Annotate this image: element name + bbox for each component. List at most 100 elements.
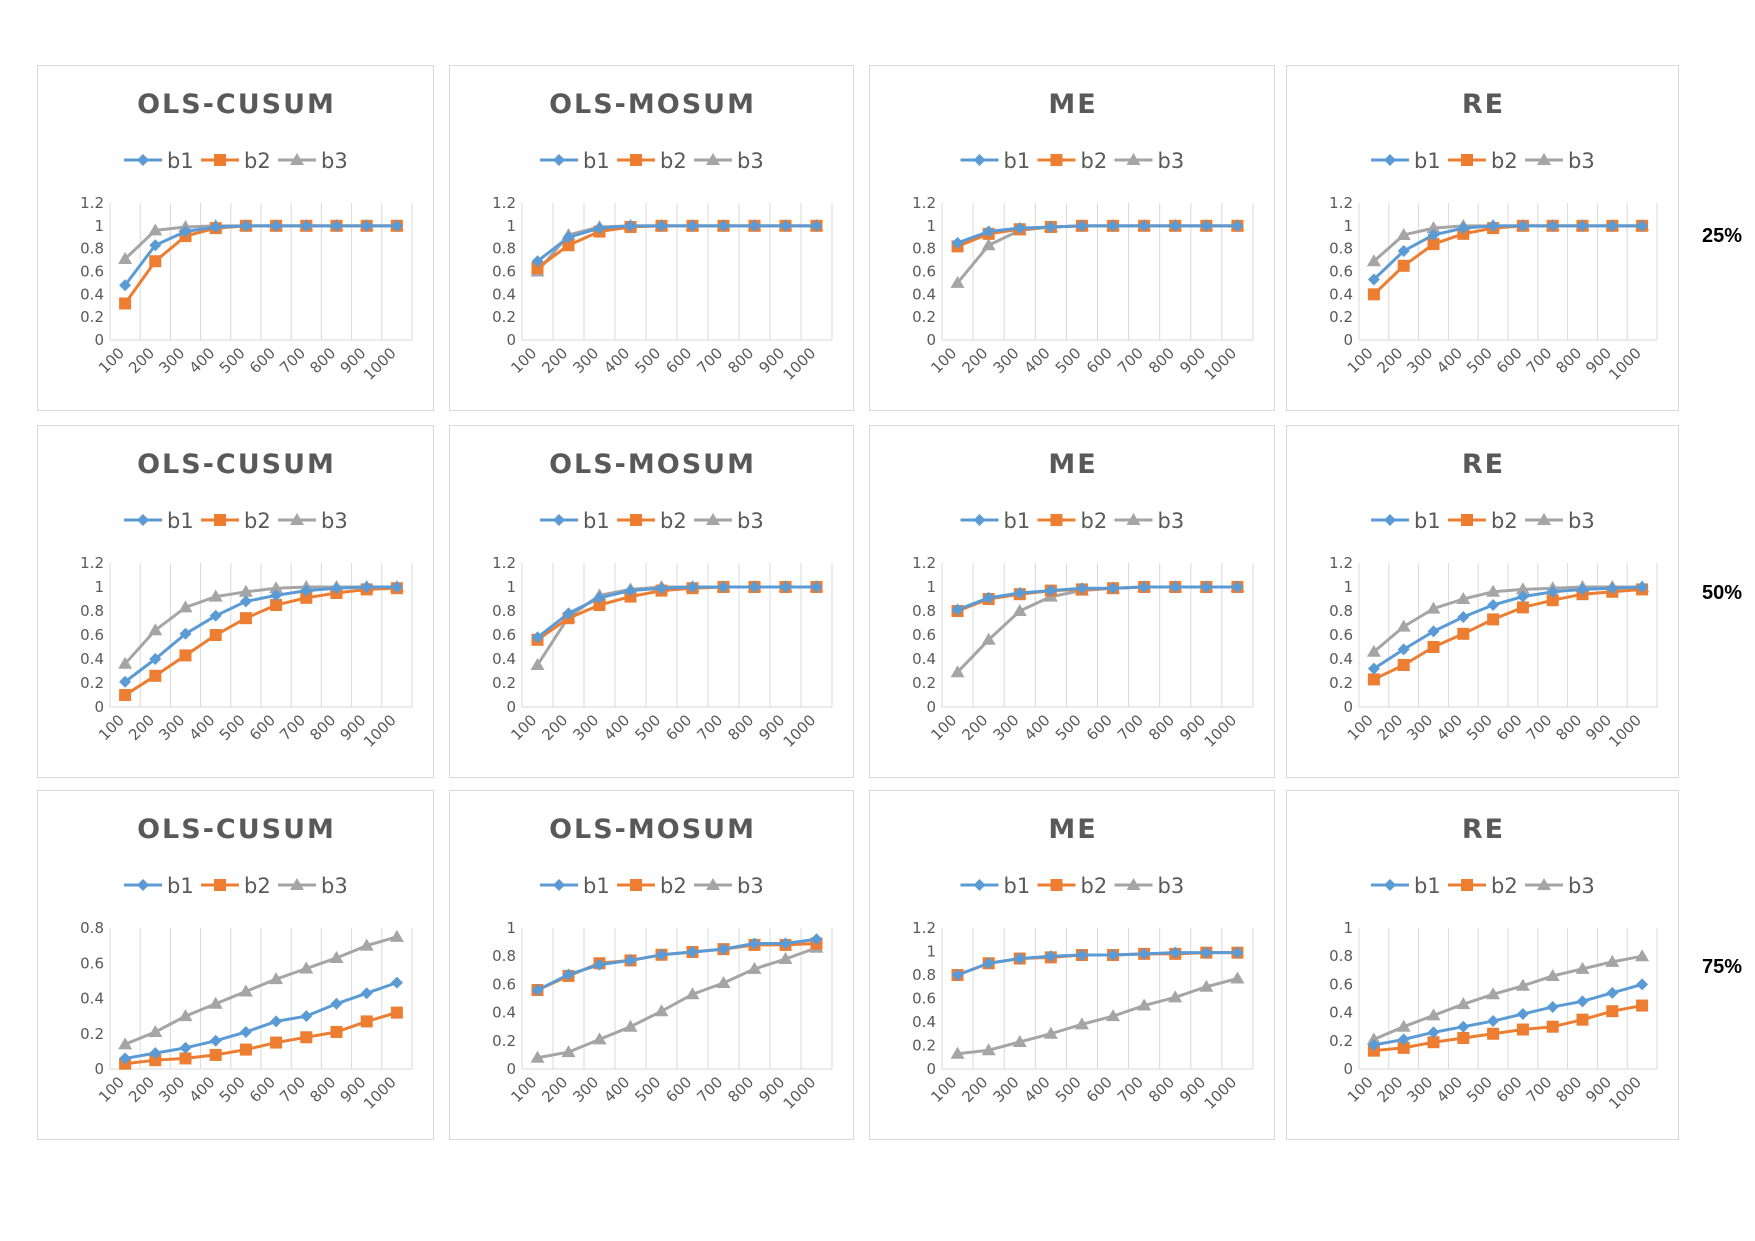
y-tick-label: 0.6 [912, 990, 936, 1008]
data-point-b1 [810, 581, 823, 593]
y-tick-label: 0 [506, 698, 516, 716]
series-b3 [118, 929, 404, 1050]
data-point-b3 [1043, 1026, 1058, 1039]
legend-marker-b1 [137, 879, 149, 891]
data-point-b1 [1013, 222, 1026, 235]
series-line-b1 [124, 585, 397, 683]
data-point-b3 [530, 1050, 545, 1063]
series-line-b1 [124, 981, 398, 1060]
y-tick-label: 0.8 [80, 240, 104, 258]
y-tick-label: 0.4 [1329, 285, 1353, 303]
data-point-b1 [655, 582, 668, 595]
legend-marker-b3 [706, 153, 720, 165]
y-tick-label: 0.8 [912, 966, 936, 984]
data-point-b1 [300, 219, 313, 232]
data-point-b1 [624, 584, 637, 597]
data-point-b1 [330, 219, 343, 232]
data-point-b3 [1137, 998, 1152, 1011]
data-point-b3 [1168, 990, 1183, 1003]
data-point-b1 [779, 219, 792, 232]
legend-label-b1: b1 [1004, 509, 1031, 533]
x-tick-label: 400 [1433, 344, 1466, 377]
data-point-b1 [810, 219, 823, 232]
x-tick-label: 800 [1145, 1073, 1178, 1106]
series-b1 [951, 581, 1244, 616]
x-tick-label: 1000 [1605, 344, 1645, 384]
line-chart: OLS-MOSUM b1 b2 b3 0 0.2 0.4 0.6 0.8 1 10020030040… [492, 814, 833, 1113]
chart-title: OLS-CUSUM [137, 814, 336, 845]
y-tick-label: 0.4 [492, 650, 516, 668]
y-tick-label: 1.2 [492, 194, 516, 212]
legend: b1 b2 b3 [124, 509, 348, 533]
x-tick-label: 100 [927, 1073, 960, 1106]
x-tick-label: 600 [246, 711, 279, 744]
legend-marker-b2 [1050, 514, 1063, 526]
legend-label-b2: b2 [244, 149, 271, 173]
data-point-b1 [1487, 599, 1500, 611]
data-point-b2 [1367, 288, 1380, 301]
y-tick-label: 0.4 [492, 285, 516, 303]
series-b1 [1367, 219, 1649, 286]
legend-marker-b2 [1461, 879, 1473, 891]
data-point-b2 [1546, 594, 1559, 607]
y-tick-label: 1 [926, 578, 936, 596]
data-point-b1 [360, 219, 373, 232]
legend: b1 b2 b3 [540, 509, 764, 533]
data-point-b3 [208, 589, 223, 602]
chart-title: OLS-MOSUM [549, 449, 756, 480]
legend-label-b2: b2 [1491, 874, 1518, 898]
data-point-b1 [1636, 581, 1649, 593]
y-tick-label: 1.2 [80, 554, 104, 572]
legend-label-b1: b1 [167, 509, 194, 533]
x-tick-label: 200 [1374, 344, 1407, 377]
y-tick-label: 1.2 [912, 554, 936, 572]
x-tick-label: 700 [1114, 344, 1147, 377]
y-tick-label: 0 [926, 331, 936, 349]
line-chart: OLS-MOSUM b1 b2 b3 0 0.2 0.4 0.6 0.8 1 1.2 10020030… [492, 449, 833, 751]
data-point-b3 [1545, 968, 1560, 981]
data-point-b1 [1606, 986, 1619, 999]
x-tick-label: 500 [631, 1073, 664, 1106]
line-chart: RE b1 b2 b3 0 0.2 0.4 0.6 0.8 1 100200300400500600… [1329, 814, 1658, 1113]
y-tick-label: 1 [926, 217, 936, 235]
legend-label-b1: b1 [167, 874, 194, 898]
data-point-b1 [1044, 950, 1057, 963]
legend-label-b1: b1 [1414, 874, 1441, 898]
line-chart: RE b1 b2 b3 0 0.2 0.4 0.6 0.8 1 1.2 100200300400500… [1329, 449, 1658, 751]
gridlines [1358, 563, 1658, 708]
y-tick-label: 0.8 [80, 919, 104, 937]
x-tick-label: 700 [276, 1073, 309, 1106]
y-tick-label: 1 [94, 217, 104, 235]
data-point-b1 [1546, 585, 1559, 598]
data-point-b2 [149, 1054, 162, 1067]
chart-panel: ME b1 b2 b3 0 0.2 0.4 0.6 0.8 1 1.2 100 200 300 400 500… [869, 65, 1275, 411]
y-tick-label: 0.2 [80, 1025, 104, 1043]
data-point-b2 [209, 629, 222, 641]
legend: b1 b2 b3 [960, 149, 1184, 173]
legend-marker-b1 [1384, 879, 1396, 891]
legend-marker-b2 [1461, 154, 1473, 166]
data-point-b1 [1138, 947, 1151, 960]
data-point-b1 [748, 937, 761, 950]
chart-panel: OLS-CUSUM b1 b2 b3 0 0.2 0.4 0.6 0.8 1 1.2 100 200 30… [37, 65, 434, 411]
data-point-b2 [239, 612, 252, 625]
y-tick-label: 0.2 [1329, 308, 1353, 326]
data-point-b1 [1200, 219, 1213, 232]
series-line-b1 [536, 585, 817, 639]
legend: b1 b2 b3 [124, 874, 348, 898]
y-tick-label: 0.8 [492, 240, 516, 258]
data-point-b2 [1516, 1023, 1529, 1036]
series-line-b3 [1372, 585, 1643, 653]
x-tick-label: 100 [95, 344, 128, 377]
y-tick-label: 0.6 [492, 263, 516, 281]
series-line-b1 [536, 937, 817, 992]
data-point-b1 [562, 231, 575, 244]
x-tick-label: 100 [507, 344, 540, 377]
series-b3 [950, 971, 1245, 1059]
gridlines [521, 563, 833, 708]
x-tick-label: 300 [990, 1073, 1023, 1106]
legend-marker-b1 [1384, 514, 1396, 526]
data-point-b3 [561, 1045, 576, 1058]
data-point-b1 [1107, 219, 1120, 232]
x-tick-label: 800 [1552, 1073, 1585, 1106]
